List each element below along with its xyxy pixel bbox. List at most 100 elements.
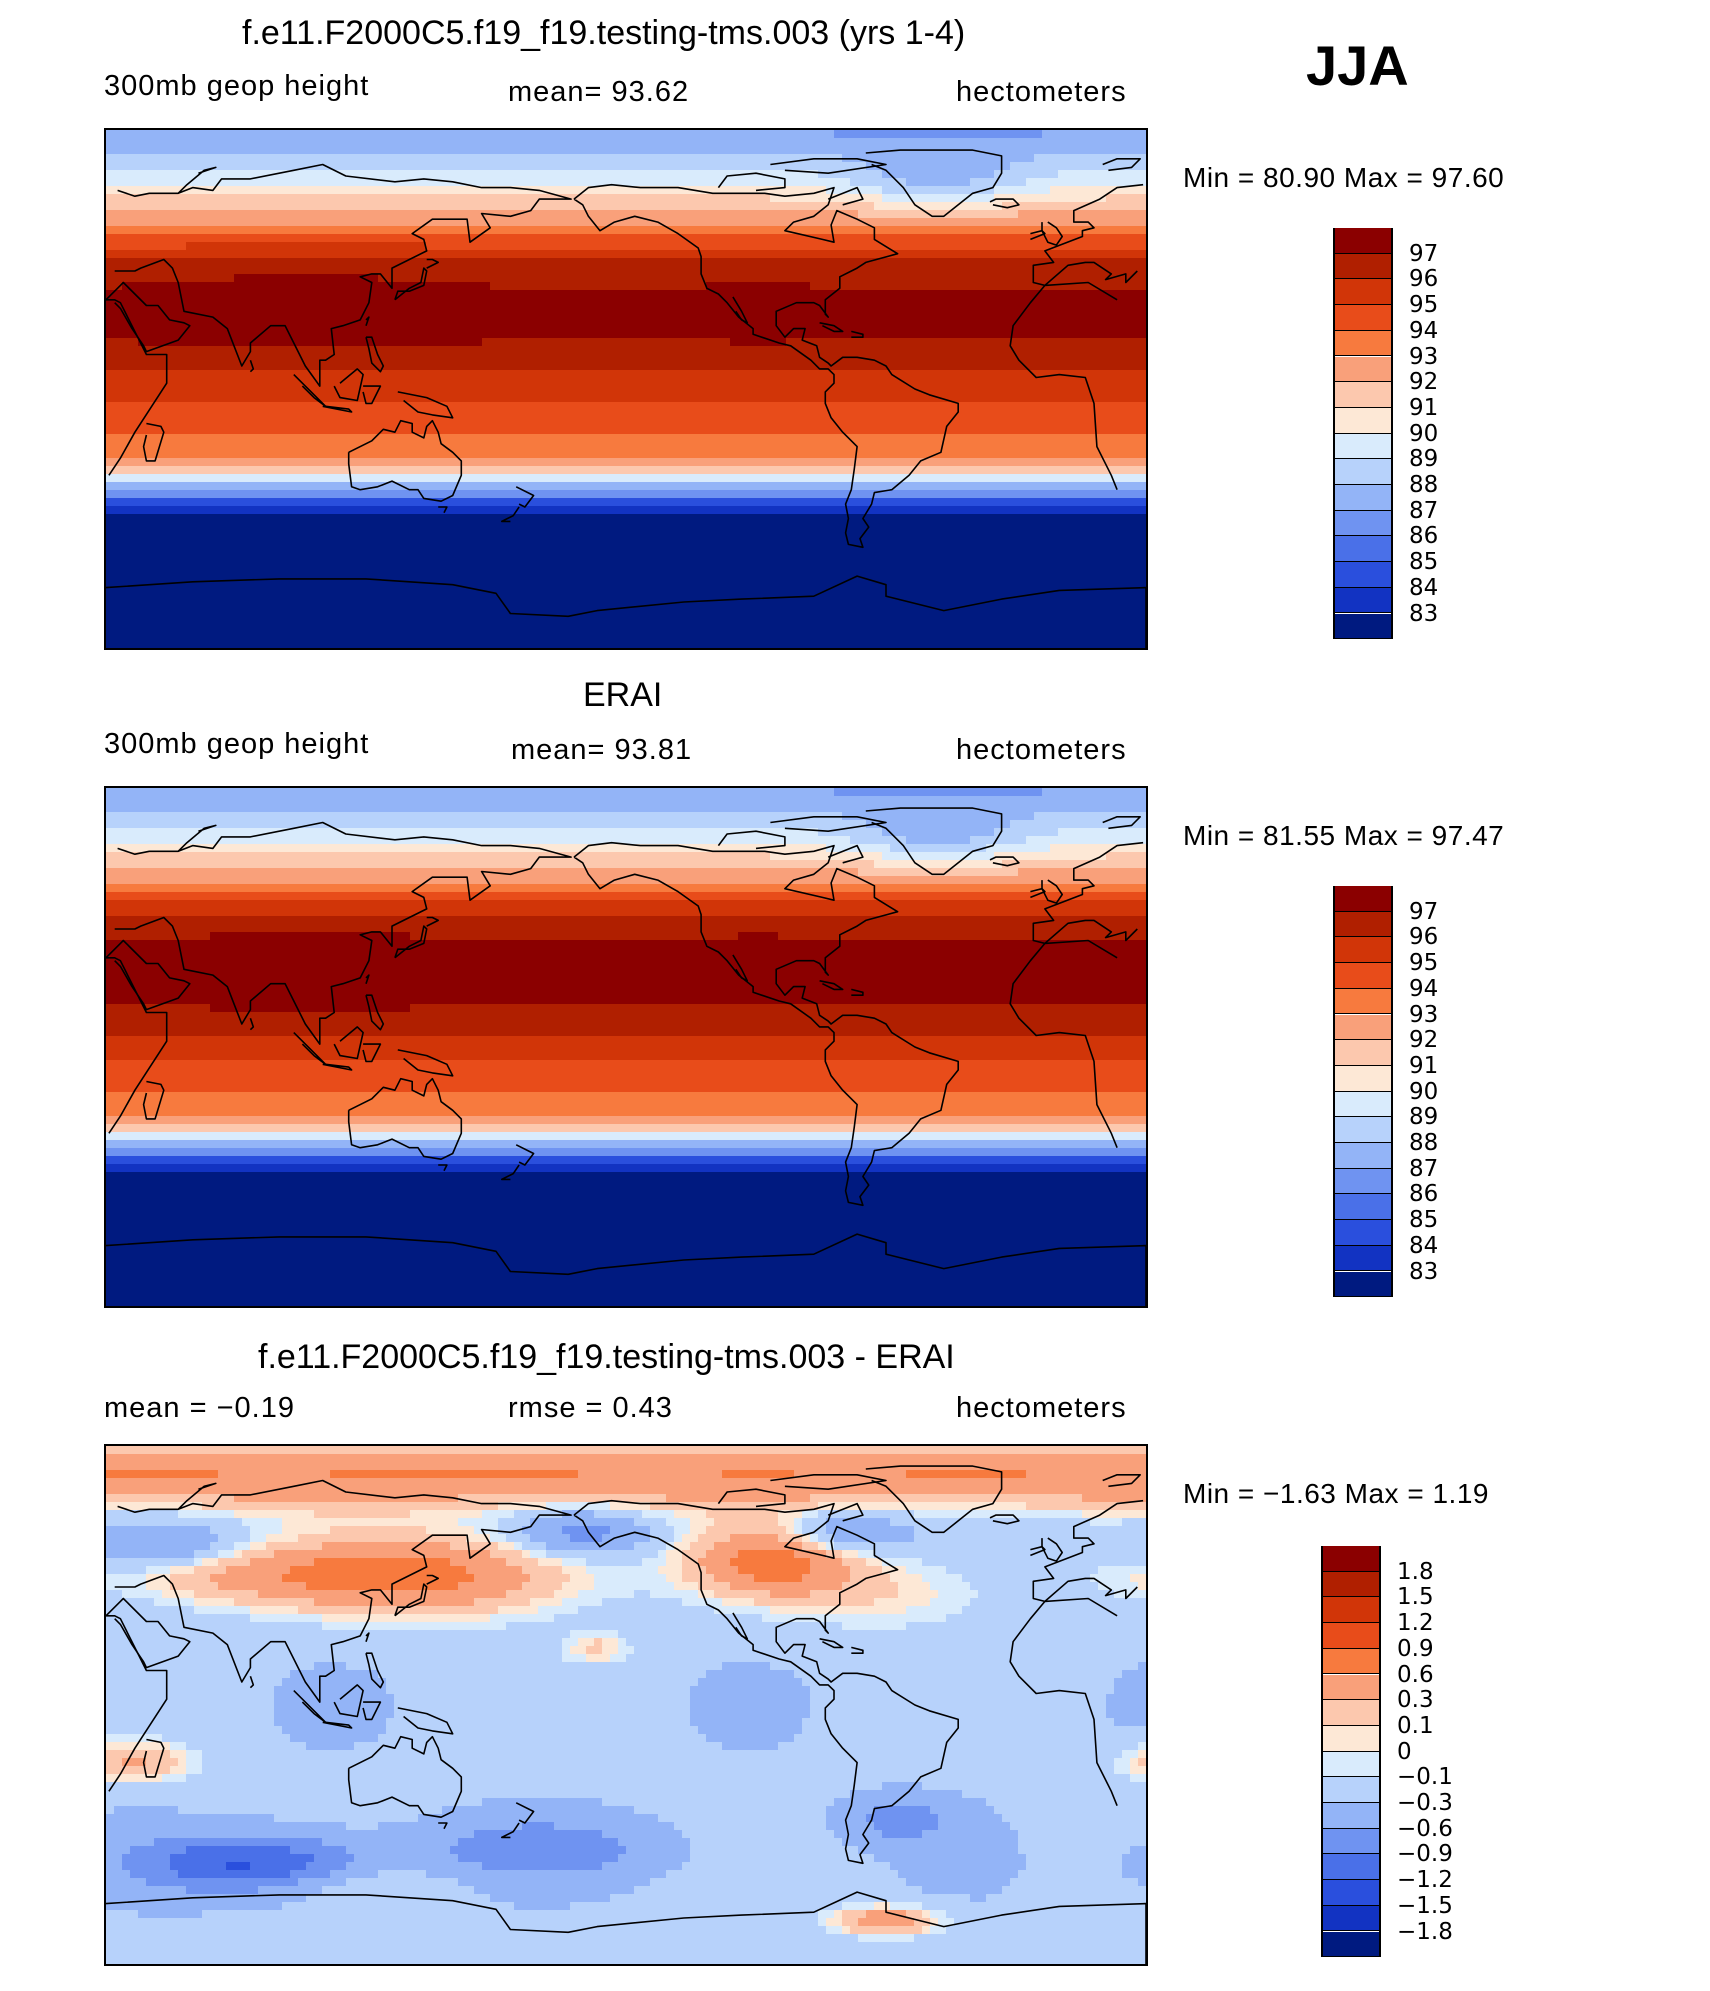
colorbar-swatch <box>1323 1623 1379 1649</box>
colorbar-level-label: 97 <box>1409 240 1439 267</box>
colorbar-swatch <box>1335 356 1391 383</box>
colorbar-level-label: 1.2 <box>1397 1610 1434 1637</box>
colorbar-level-label: 88 <box>1409 1130 1439 1156</box>
colorbar-swatch <box>1335 510 1391 537</box>
panel-1-units-label: hectometers <box>956 76 1127 108</box>
colorbar-swatch <box>1323 1931 1379 1958</box>
colorbar-level-label: 89 <box>1409 446 1439 473</box>
colorbar-level-label: 1.5 <box>1397 1584 1434 1611</box>
colorbar-swatch <box>1323 1725 1379 1752</box>
colorbar-swatch <box>1323 1880 1379 1906</box>
colorbar-swatch <box>1335 1194 1391 1221</box>
colorbar-level-label: 88 <box>1409 472 1439 498</box>
colorbar-swatch <box>1335 1220 1391 1246</box>
colorbar-level-label: 0.9 <box>1397 1635 1434 1662</box>
colorbar-swatch <box>1335 1117 1391 1143</box>
colorbar-swatch <box>1323 1648 1379 1675</box>
colorbar-swatch <box>1335 228 1391 254</box>
colorbar-swatch <box>1323 1803 1379 1829</box>
panel-1-title: f.e11.F2000C5.f19_f19.testing-tms.003 (y… <box>242 14 966 52</box>
contour-field <box>106 788 1146 1306</box>
colorbar-swatch <box>1335 382 1391 408</box>
colorbar-level-label: −1.2 <box>1397 1867 1453 1894</box>
colorbar-swatch <box>1323 1546 1379 1572</box>
colorbar-swatch <box>1335 1168 1391 1195</box>
coastlines <box>106 1465 1146 1964</box>
colorbar-level-label: −0.6 <box>1397 1815 1453 1842</box>
colorbar-swatch <box>1335 562 1391 588</box>
panel-1-map <box>104 128 1148 650</box>
colorbar-level-label: 94 <box>1409 317 1439 344</box>
colorbar-level-label: 85 <box>1409 1207 1439 1234</box>
panel-2-minmax: Min = 81.55 Max = 97.47 <box>1183 820 1505 851</box>
colorbar-swatch <box>1335 1040 1391 1066</box>
colorbar-level-label: 0 <box>1397 1738 1412 1765</box>
colorbar-boxes <box>1333 228 1393 640</box>
panel-2-units-label: hectometers <box>956 734 1127 766</box>
colorbar-swatch <box>1335 253 1391 280</box>
colorbar-level-label: 94 <box>1409 975 1439 1002</box>
colorbar-level-label: 95 <box>1409 950 1439 977</box>
panel-3-title: f.e11.F2000C5.f19_f19.testing-tms.003 - … <box>258 1338 955 1376</box>
coastlines <box>106 807 1146 1306</box>
colorbar-level-label: 85 <box>1409 549 1439 576</box>
colorbar-level-label: 95 <box>1409 292 1439 319</box>
colorbar-swatch <box>1335 536 1391 563</box>
colorbar-level-label: 90 <box>1409 1078 1439 1105</box>
colorbar-level-label: 93 <box>1409 343 1439 370</box>
colorbar-swatch <box>1335 1091 1391 1118</box>
colorbar-level-label: 0.3 <box>1397 1687 1434 1714</box>
colorbar-swatch <box>1323 1597 1379 1624</box>
colorbar-swatch <box>1335 1245 1391 1272</box>
contour-field <box>106 130 1146 648</box>
colorbar-level-label: 86 <box>1409 1181 1439 1208</box>
colorbar-swatch <box>1335 433 1391 460</box>
colorbar-swatch <box>1335 1065 1391 1092</box>
colorbar-level-label: 97 <box>1409 898 1439 925</box>
colorbar-swatch <box>1323 1751 1379 1778</box>
panel-2-title: ERAI <box>583 676 663 714</box>
contour-field <box>106 1446 1146 1964</box>
colorbar-boxes <box>1333 886 1393 1298</box>
colorbar-swatch <box>1335 587 1391 614</box>
panel-1-variable-label: 300mb geop height <box>104 70 370 102</box>
colorbar-level-label: −0.3 <box>1397 1790 1453 1816</box>
colorbar-swatch <box>1323 1854 1379 1881</box>
colorbar-level-label: 87 <box>1409 497 1439 524</box>
panel-2-mean-label: mean= 93.81 <box>511 734 693 766</box>
colorbar-level-label: 0.1 <box>1397 1712 1434 1739</box>
colorbar-level-label: 0.6 <box>1397 1661 1434 1688</box>
colorbar-level-label: 84 <box>1409 1232 1439 1259</box>
panel-2-variable-label: 300mb geop height <box>104 728 370 760</box>
colorbar-level-label: 91 <box>1409 1052 1439 1079</box>
colorbar-swatch <box>1335 279 1391 306</box>
colorbar-level-label: 93 <box>1409 1001 1439 1028</box>
panel-3-rmse-label: rmse = 0.43 <box>508 1392 673 1424</box>
colorbar-swatch <box>1335 459 1391 485</box>
colorbar-swatch <box>1335 305 1391 331</box>
colorbar-swatch <box>1323 1905 1379 1932</box>
colorbar-level-label: 96 <box>1409 266 1439 293</box>
colorbar-level-label: 92 <box>1409 1027 1439 1054</box>
colorbar-swatch <box>1323 1700 1379 1726</box>
colorbar-swatch <box>1323 1777 1379 1803</box>
colorbar-swatch <box>1323 1828 1379 1855</box>
colorbar-swatch <box>1335 988 1391 1015</box>
colorbar-swatch <box>1335 911 1391 938</box>
colorbar-level-label: 1.8 <box>1397 1558 1434 1585</box>
colorbar-level-label: −0.9 <box>1397 1841 1453 1868</box>
colorbar-swatch <box>1335 1271 1391 1298</box>
coastlines <box>106 149 1146 648</box>
colorbar-level-label: −0.1 <box>1397 1764 1453 1791</box>
colorbar-level-label: 96 <box>1409 924 1439 951</box>
season-label: JJA <box>1306 34 1409 97</box>
colorbar-level-label: 90 <box>1409 420 1439 447</box>
colorbar-level-label: −1.8 <box>1397 1918 1453 1945</box>
colorbar-level-label: 87 <box>1409 1155 1439 1182</box>
colorbar-level-label: 92 <box>1409 369 1439 396</box>
colorbar-swatch <box>1335 886 1391 912</box>
colorbar-swatch <box>1335 407 1391 434</box>
colorbar-level-label: 86 <box>1409 523 1439 550</box>
colorbar-swatch <box>1335 613 1391 640</box>
colorbar-level-label: −1.5 <box>1397 1892 1453 1919</box>
